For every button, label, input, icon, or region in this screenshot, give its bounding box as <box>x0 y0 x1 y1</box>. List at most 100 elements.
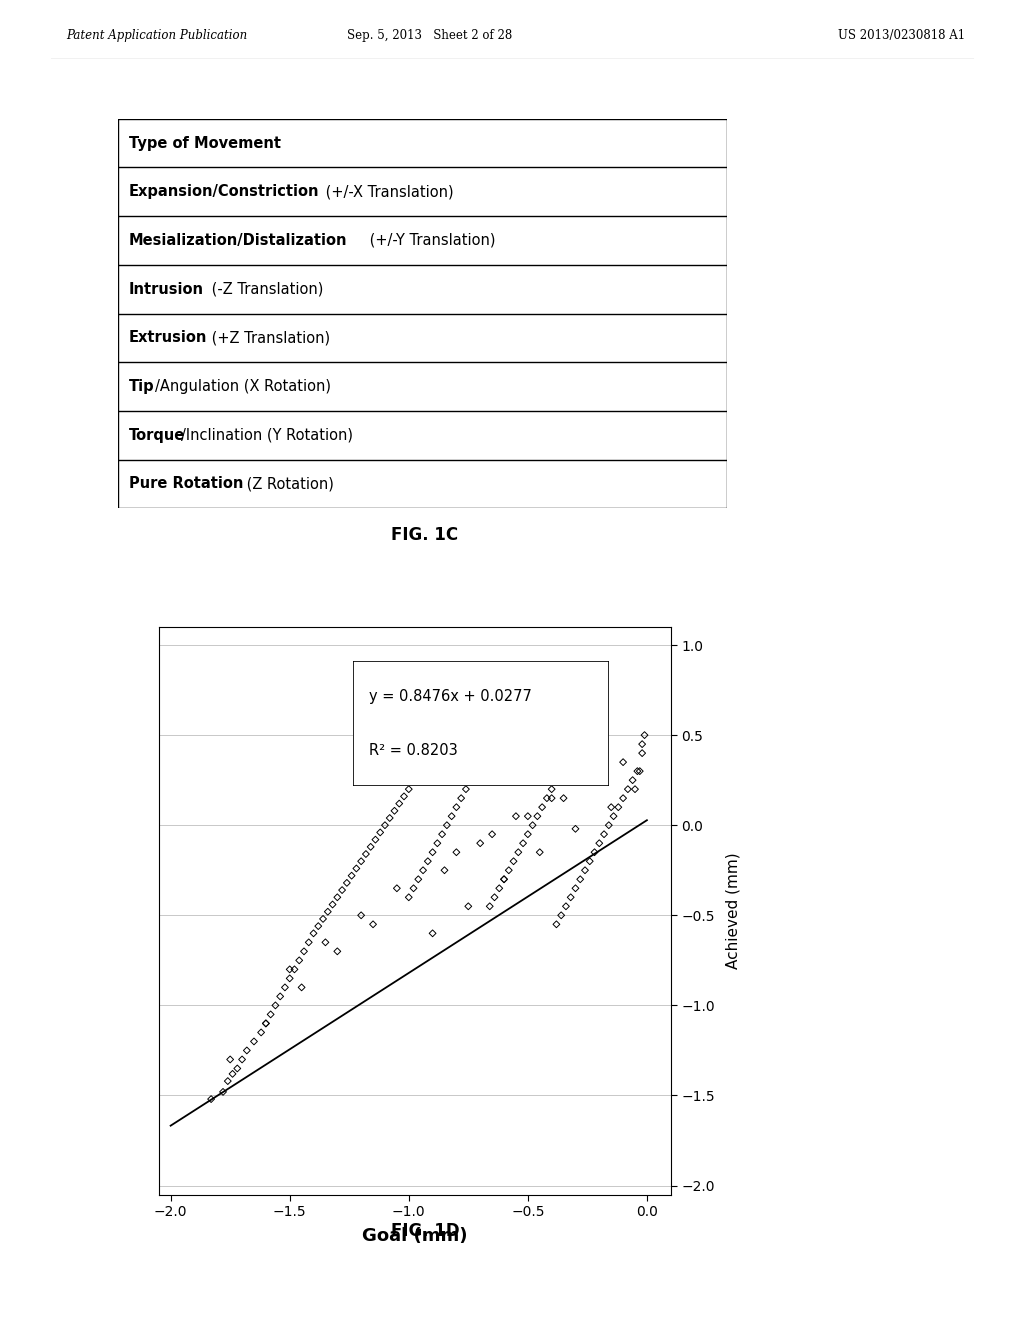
Point <box>282 958 298 979</box>
Point <box>434 824 451 845</box>
Point <box>436 859 453 880</box>
Point <box>544 788 560 809</box>
Point <box>460 896 476 917</box>
Point <box>362 837 379 858</box>
Point <box>553 904 569 925</box>
Text: (Z Rotation): (Z Rotation) <box>243 477 335 491</box>
Point <box>296 941 312 962</box>
Point <box>233 1049 250 1071</box>
Point <box>555 788 571 809</box>
Point <box>531 842 548 863</box>
Point <box>472 833 488 854</box>
Point <box>634 743 650 764</box>
Text: US 2013/0230818 A1: US 2013/0230818 A1 <box>838 29 965 42</box>
Point <box>365 913 381 935</box>
FancyBboxPatch shape <box>353 661 609 785</box>
Point <box>305 923 322 944</box>
Text: Patent Application Publication: Patent Application Publication <box>67 29 248 42</box>
Point <box>519 805 536 826</box>
Point <box>368 829 384 850</box>
Point <box>463 770 479 791</box>
Point <box>548 913 564 935</box>
Text: Type of Movement: Type of Movement <box>129 136 281 150</box>
Point <box>632 760 648 781</box>
Text: (+/-Y Translation): (+/-Y Translation) <box>365 234 496 248</box>
Point <box>603 797 620 818</box>
Point <box>472 751 488 772</box>
Text: y = 0.8476x + 0.0277: y = 0.8476x + 0.0277 <box>369 689 531 704</box>
Point <box>334 879 350 900</box>
Point <box>508 805 524 826</box>
Point <box>319 902 336 923</box>
Point <box>443 805 460 826</box>
Point <box>610 797 627 818</box>
Point <box>486 887 503 908</box>
Point <box>572 869 589 890</box>
Point <box>258 1012 274 1034</box>
Point <box>294 977 310 998</box>
Point <box>291 950 307 972</box>
Text: FIG. 1D: FIG. 1D <box>390 1222 460 1239</box>
Point <box>203 1089 219 1110</box>
Point <box>534 797 550 818</box>
Point <box>253 1022 269 1043</box>
Point <box>510 842 526 863</box>
Point <box>449 797 465 818</box>
Point <box>239 1040 255 1061</box>
Point <box>229 1057 246 1078</box>
Point <box>634 734 650 755</box>
Point <box>614 751 631 772</box>
Text: Sep. 5, 2013   Sheet 2 of 28: Sep. 5, 2013 Sheet 2 of 28 <box>347 29 513 42</box>
Point <box>406 878 422 899</box>
Text: R² = 0.8203: R² = 0.8203 <box>369 743 458 759</box>
Point <box>577 859 593 880</box>
Point <box>325 894 341 915</box>
Text: (+/-X Translation): (+/-X Translation) <box>322 185 454 199</box>
Point <box>348 858 365 879</box>
Point <box>567 878 584 899</box>
Point <box>353 904 370 925</box>
Point <box>492 878 508 899</box>
Text: Intrusion: Intrusion <box>129 281 204 297</box>
Point <box>329 941 345 962</box>
Point <box>377 814 393 836</box>
Point <box>424 842 440 863</box>
Point <box>415 859 431 880</box>
Point <box>396 785 413 807</box>
Point <box>582 850 598 871</box>
Point <box>529 805 546 826</box>
Point <box>477 743 494 764</box>
Point <box>386 800 402 821</box>
Text: Expansion/Constriction: Expansion/Constriction <box>129 185 319 199</box>
Point <box>314 908 331 929</box>
Text: /Angulation (X Rotation): /Angulation (X Rotation) <box>155 379 331 393</box>
Point <box>620 779 636 800</box>
Point <box>524 814 541 836</box>
Point <box>453 788 469 809</box>
Point <box>627 779 643 800</box>
Point <box>449 842 465 863</box>
Point <box>287 958 303 979</box>
Point <box>267 995 284 1016</box>
Point <box>317 932 334 953</box>
Point <box>424 923 440 944</box>
Point <box>591 770 607 791</box>
Point <box>580 770 596 791</box>
Point <box>496 869 512 890</box>
Point <box>391 793 408 814</box>
Point <box>587 842 603 863</box>
Point <box>272 986 289 1007</box>
Point <box>481 896 498 917</box>
Text: Mesialization/Distalization: Mesialization/Distalization <box>129 234 347 248</box>
Text: Tip: Tip <box>129 379 155 393</box>
Point <box>343 865 359 886</box>
Text: FIG. 1C: FIG. 1C <box>391 525 459 544</box>
Point <box>515 833 531 854</box>
Point <box>339 873 355 894</box>
Point <box>558 896 574 917</box>
Point <box>591 833 607 854</box>
Point <box>438 814 455 836</box>
Point <box>329 887 345 908</box>
Point <box>501 859 517 880</box>
Point <box>215 1081 231 1102</box>
